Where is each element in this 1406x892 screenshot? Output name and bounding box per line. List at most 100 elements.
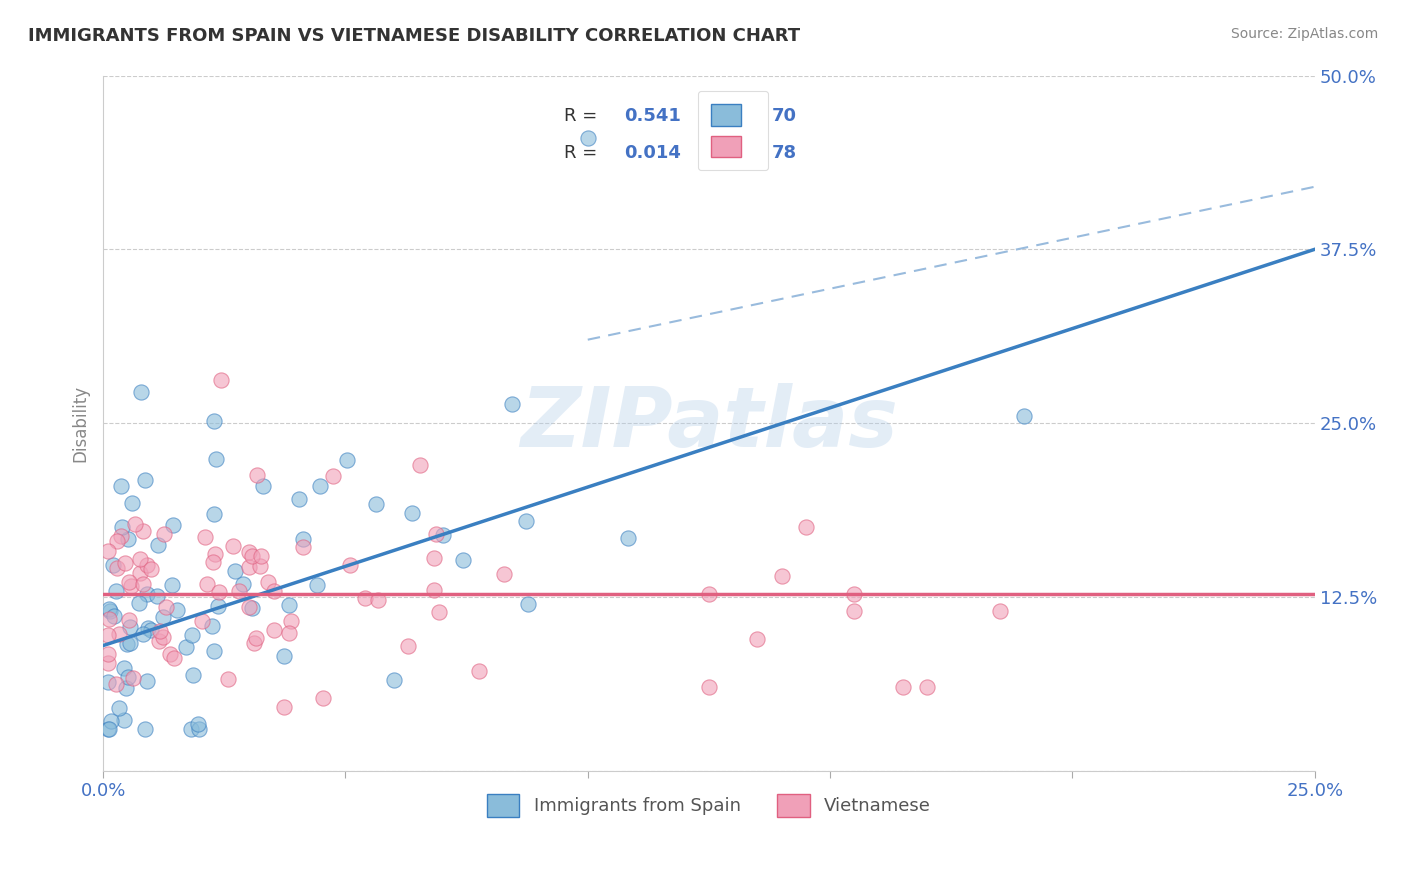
Point [105,534,128,549]
Point [112,713,135,727]
Point [202,507,225,521]
Point [163,650,186,665]
Point [201,619,224,633]
Point [97,601,120,615]
Point [209,373,232,387]
Point [1012,409,1035,424]
Point [204,643,226,657]
Point [188,722,211,736]
Point [114,681,136,695]
Point [108,701,131,715]
Point [128,596,150,610]
Point [134,473,156,487]
Point [322,469,344,483]
Point [101,558,124,572]
Point [117,636,139,650]
Point [205,452,228,467]
Point [180,722,202,736]
Point [354,591,377,606]
Point [104,584,127,599]
Point [104,677,127,691]
Point [468,664,491,678]
Point [166,602,188,616]
Point [117,575,139,590]
Text: 78: 78 [772,145,797,162]
Point [159,647,181,661]
Point [423,582,446,597]
Point [245,467,267,482]
Point [292,532,315,546]
Point [747,632,769,646]
Text: 0.541: 0.541 [624,107,681,125]
Point [305,577,328,591]
Point [107,627,129,641]
Point [409,458,432,473]
Point [280,614,302,628]
Point [121,496,143,510]
Point [312,690,335,705]
Point [844,604,866,618]
Point [110,528,132,542]
Point [245,631,267,645]
Text: R =: R = [564,107,603,125]
Point [224,564,246,578]
Point [697,587,720,601]
Point [117,670,139,684]
Point [217,672,239,686]
Point [98,612,121,626]
Point [263,583,285,598]
Point [242,636,264,650]
Text: R =: R = [564,145,603,162]
Point [181,628,204,642]
Point [401,507,423,521]
Point [110,479,132,493]
Point [181,667,204,681]
Point [135,558,157,573]
Point [122,671,145,685]
Text: Source: ZipAtlas.com: Source: ZipAtlas.com [1230,27,1378,41]
Point [494,567,516,582]
Point [250,549,273,564]
Point [891,680,914,694]
Point [273,699,295,714]
Point [339,558,361,573]
Point [136,673,159,688]
Y-axis label: Disability: Disability [72,384,89,462]
Point [697,680,720,694]
Point [273,649,295,664]
Point [97,657,120,671]
Point [110,520,132,534]
Point [160,578,183,592]
Point [238,599,260,614]
Point [240,601,263,615]
Point [139,562,162,576]
Point [988,604,1011,618]
Point [149,624,172,638]
Point [148,634,170,648]
Point [242,549,264,563]
Point [228,583,250,598]
Point [131,384,153,399]
Point [617,531,640,545]
Point [291,540,314,554]
Point [425,526,447,541]
Point [120,619,142,633]
Point [576,131,599,145]
Point [382,673,405,687]
Point [97,544,120,558]
Point [132,627,155,641]
Point [152,610,174,624]
Point [138,621,160,635]
Point [249,558,271,573]
Point [134,722,156,736]
Point [396,640,419,654]
Point [97,674,120,689]
Point [118,636,141,650]
Point [129,552,152,566]
Point [427,605,450,619]
Point [308,479,330,493]
Point [770,569,793,583]
Point [118,613,141,627]
Text: IMMIGRANTS FROM SPAIN VS VIETNAMESE DISABILITY CORRELATION CHART: IMMIGRANTS FROM SPAIN VS VIETNAMESE DISA… [28,27,800,45]
Point [208,584,231,599]
